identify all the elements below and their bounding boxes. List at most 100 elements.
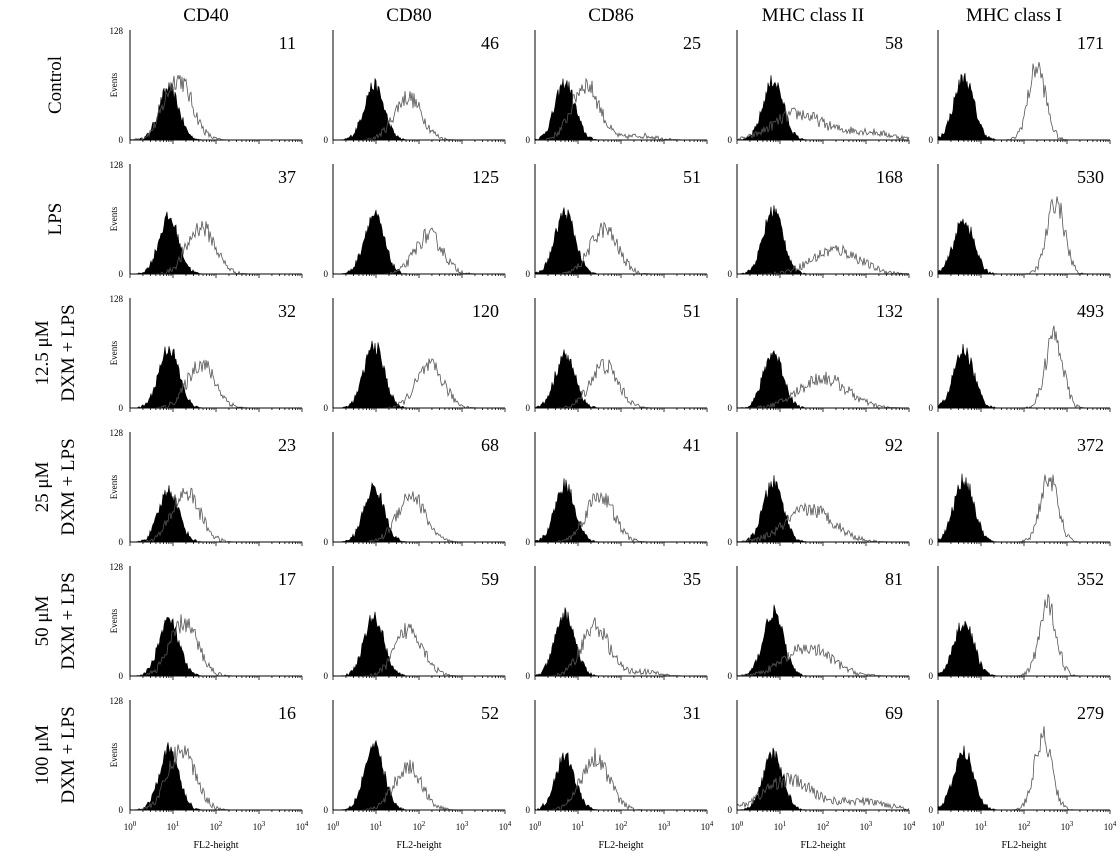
x-tick-label: 100 (529, 820, 542, 832)
mfi-value: 25 (683, 33, 701, 53)
y-min-label: 0 (526, 403, 531, 413)
y-min-label: 0 (119, 403, 124, 413)
y-min-label: 0 (119, 671, 124, 681)
x-tick-label: 104 (1104, 820, 1117, 832)
mfi-value: 279 (1077, 703, 1104, 723)
y-max-label: 128 (110, 696, 124, 706)
y-min-label: 0 (929, 135, 934, 145)
y-min-label: 0 (526, 537, 531, 547)
isotype-histogram (130, 346, 302, 409)
y-min-label: 0 (929, 403, 934, 413)
y-min-label: 0 (324, 805, 329, 815)
x-tick-label: 102 (1018, 820, 1031, 832)
y-axis-label: Events (109, 340, 119, 365)
y-min-label: 0 (929, 805, 934, 815)
x-tick-label: 101 (167, 820, 180, 832)
y-min-label: 0 (526, 269, 531, 279)
row-label-line: DXM + LPS (58, 572, 79, 669)
mfi-value: 168 (876, 167, 903, 187)
x-tick-label: 102 (210, 820, 223, 832)
x-tick-label: 101 (572, 820, 585, 832)
x-tick-label: 104 (499, 820, 512, 832)
isotype-histogram (937, 343, 1110, 409)
y-max-label: 128 (110, 294, 124, 304)
mfi-value: 120 (472, 301, 499, 321)
isotype-histogram (130, 617, 302, 677)
stained-histogram (736, 772, 910, 811)
y-min-label: 0 (119, 135, 124, 145)
x-axis-label: FL2-height (397, 840, 442, 851)
row-label-line: 12.5 μM (32, 320, 53, 385)
isotype-histogram (130, 211, 302, 275)
x-tick-label: 104 (296, 820, 309, 832)
x-tick-label: 100 (731, 820, 744, 832)
y-max-label: 128 (110, 428, 124, 438)
mfi-value: 16 (278, 703, 296, 723)
mfi-value: 35 (683, 569, 701, 589)
column-header-cd80: CD80 (386, 5, 431, 26)
x-tick-label: 101 (370, 820, 383, 832)
x-tick-label: 102 (615, 820, 628, 832)
mfi-value: 530 (1077, 167, 1104, 187)
row-label-3: 25 μM DXM + LPS (32, 438, 79, 535)
isotype-histogram (130, 485, 302, 543)
row-label-2: 12.5 μM DXM + LPS (32, 304, 79, 401)
y-min-label: 0 (526, 135, 531, 145)
isotype-histogram (333, 482, 505, 543)
y-min-label: 0 (526, 671, 531, 681)
row-label-5: 100 μM DXM + LPS (32, 706, 79, 803)
x-tick-label: 102 (817, 820, 830, 832)
isotype-histogram (736, 604, 909, 677)
mfi-value: 17 (278, 569, 296, 589)
y-min-label: 0 (526, 805, 531, 815)
mfi-value: 171 (1077, 33, 1104, 53)
isotype-histogram (534, 78, 707, 141)
isotype-histogram (534, 752, 707, 811)
x-tick-label: 100 (932, 820, 945, 832)
mfi-value: 58 (885, 33, 903, 53)
isotype-histogram (333, 77, 505, 141)
isotype-histogram (130, 81, 302, 141)
isotype-histogram (937, 72, 1110, 141)
mfi-value: 51 (683, 301, 701, 321)
y-max-label: 128 (110, 562, 124, 572)
y-min-label: 0 (324, 269, 329, 279)
y-axis-label: Events (109, 72, 119, 97)
x-tick-label: 104 (701, 820, 714, 832)
isotype-histogram (937, 745, 1110, 811)
x-axis-label: FL2-height (194, 840, 239, 851)
row-label-line: Control (45, 56, 66, 114)
isotype-histogram (736, 205, 909, 275)
stained-histogram (736, 107, 910, 142)
mfi-value: 372 (1077, 435, 1104, 455)
x-tick-label: 100 (327, 820, 340, 832)
x-tick-label: 103 (456, 820, 469, 832)
y-axis-label: Events (109, 474, 119, 499)
isotype-histogram (534, 478, 707, 543)
x-tick-label: 102 (413, 820, 426, 832)
row-label-line: 100 μM (32, 725, 53, 785)
y-min-label: 0 (119, 269, 124, 279)
row-label-line: LPS (45, 203, 66, 236)
x-tick-label: 101 (975, 820, 988, 832)
mfi-value: 51 (683, 167, 701, 187)
column-header-mhc-class-ii: MHC class II (762, 5, 864, 26)
mfi-value: 11 (279, 33, 296, 53)
mfi-value: 23 (278, 435, 296, 455)
isotype-histogram (534, 207, 707, 275)
mfi-value: 132 (876, 301, 903, 321)
x-axis-label: FL2-height (1002, 840, 1047, 851)
mfi-value: 52 (481, 703, 499, 723)
y-axis-label: Events (109, 608, 119, 633)
y-axis-label: Events (109, 206, 119, 231)
isotype-histogram (937, 218, 1110, 275)
mfi-value: 493 (1077, 301, 1104, 321)
x-axis-label: FL2-height (599, 840, 644, 851)
mfi-value: 92 (885, 435, 903, 455)
y-min-label: 0 (324, 671, 329, 681)
row-label-line: 50 μM (32, 595, 53, 646)
row-label-line: 25 μM (32, 461, 53, 512)
mfi-value: 125 (472, 167, 499, 187)
row-label-1: LPS (45, 203, 66, 236)
mfi-value: 81 (885, 569, 903, 589)
